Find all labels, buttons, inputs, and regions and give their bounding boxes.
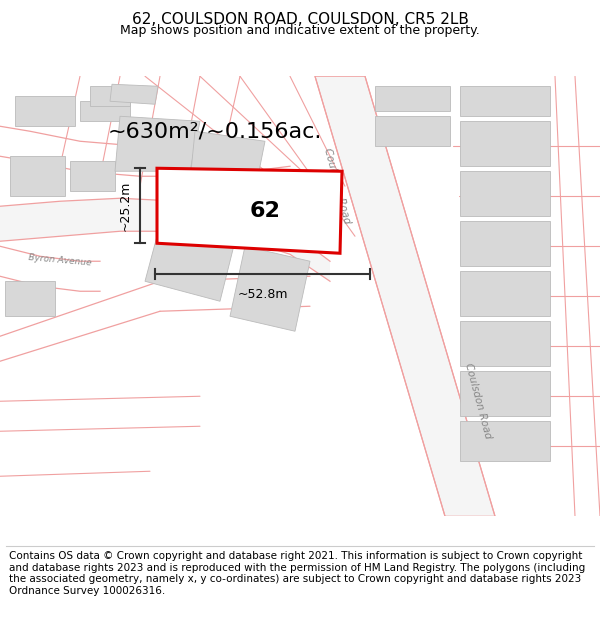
Text: Contains OS data © Crown copyright and database right 2021. This information is : Contains OS data © Crown copyright and d… [9,551,585,596]
Polygon shape [90,86,130,106]
Text: 62: 62 [250,201,280,221]
Polygon shape [460,171,550,216]
Polygon shape [145,206,240,301]
Polygon shape [460,421,550,461]
Polygon shape [230,246,310,331]
Text: 62, COULSDON ROAD, COULSDON, CR5 2LB: 62, COULSDON ROAD, COULSDON, CR5 2LB [131,12,469,27]
Polygon shape [460,121,550,166]
Text: ~630m²/~0.156ac.: ~630m²/~0.156ac. [108,121,322,141]
Text: Byron Avenue: Byron Avenue [234,202,302,234]
Polygon shape [460,371,550,416]
Polygon shape [80,101,130,121]
Text: Coulsdon Road: Coulsdon Road [463,362,493,440]
Text: ~25.2m: ~25.2m [119,181,132,231]
Polygon shape [70,161,115,191]
Polygon shape [460,221,550,266]
Polygon shape [460,271,550,316]
Polygon shape [0,198,330,281]
Polygon shape [5,281,55,316]
Polygon shape [375,86,450,111]
Polygon shape [460,86,550,116]
Polygon shape [10,156,65,196]
Polygon shape [190,131,265,191]
Text: Byron Avenue: Byron Avenue [28,253,92,268]
Polygon shape [15,96,75,126]
Text: ~52.8m: ~52.8m [237,288,288,301]
Polygon shape [110,84,158,104]
Polygon shape [375,116,450,146]
Text: Coulsdon Road: Coulsdon Road [322,148,352,225]
Polygon shape [460,321,550,366]
Polygon shape [157,168,342,253]
Text: Map shows position and indicative extent of the property.: Map shows position and indicative extent… [120,24,480,36]
Polygon shape [115,116,200,171]
Polygon shape [315,76,495,516]
